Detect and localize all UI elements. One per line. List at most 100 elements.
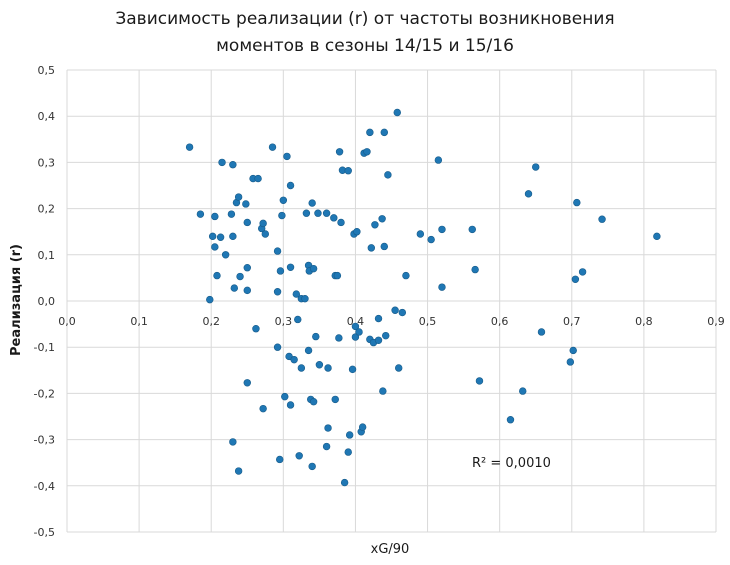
data-point: [273, 343, 282, 351]
data-point: [286, 263, 295, 271]
data-point: [229, 161, 237, 169]
y-tick-label: -0,3: [34, 434, 55, 447]
data-point: [471, 265, 479, 274]
data-point: [259, 404, 267, 413]
x-tick-label: 0,0: [58, 315, 76, 328]
data-point: [229, 438, 237, 446]
data-point: [335, 148, 344, 156]
data-point: [283, 152, 291, 161]
x-tick-label: 0,5: [419, 315, 437, 328]
data-point: [333, 271, 342, 280]
data-point: [273, 288, 282, 296]
data-point: [395, 364, 403, 372]
data-point: [374, 336, 383, 344]
chart-title-line-2: моментов в сезоны 14/15 и 15/16: [216, 36, 514, 56]
data-point: [348, 365, 357, 374]
data-point: [524, 190, 533, 198]
data-point: [221, 251, 230, 259]
data-point: [290, 355, 298, 364]
data-point: [335, 334, 343, 342]
data-point: [243, 264, 251, 272]
data-point: [402, 271, 410, 280]
y-tick-label: 0,3: [38, 156, 56, 169]
data-point: [337, 218, 345, 227]
data-point: [254, 174, 262, 183]
data-point: [279, 196, 288, 204]
data-point: [324, 364, 332, 372]
data-point: [345, 431, 354, 439]
data-point: [384, 171, 392, 179]
data-point: [532, 163, 540, 171]
data-point: [351, 333, 360, 341]
x-axis-title: xG/90: [371, 542, 410, 557]
data-point: [416, 230, 425, 238]
data-point: [301, 294, 309, 303]
data-point: [438, 283, 446, 291]
data-point: [344, 167, 352, 175]
data-point: [218, 158, 226, 167]
data-point: [344, 448, 352, 456]
data-point: [252, 325, 260, 333]
data-point: [351, 322, 360, 331]
x-tick-label: 0,3: [275, 315, 293, 328]
data-point: [519, 387, 527, 395]
data-point: [434, 156, 443, 164]
x-tick-label: 0,2: [202, 315, 220, 328]
data-point: [355, 328, 363, 336]
x-tick-label: 0,7: [563, 315, 581, 328]
data-point: [295, 452, 303, 460]
y-tick-label: -0,2: [34, 387, 55, 400]
data-point: [379, 387, 387, 395]
grid: [66, 69, 717, 533]
data-point: [358, 423, 367, 431]
data-point: [573, 198, 581, 207]
x-tick-label: 0,1: [130, 315, 148, 328]
data-point: [322, 442, 331, 451]
y-tick-label: 0,2: [38, 203, 56, 216]
data-point: [281, 392, 289, 401]
data-point: [230, 284, 238, 292]
data-point: [242, 200, 250, 208]
data-point: [309, 398, 318, 406]
data-point: [243, 379, 251, 387]
y-tick-label: 0,5: [38, 64, 56, 77]
data-point: [371, 221, 379, 229]
chart-title-line-1: Зависимость реализации (r) от частоты во…: [115, 9, 615, 29]
data-point: [468, 225, 476, 234]
y-tick-label: -0,1: [34, 341, 55, 354]
data-point: [315, 361, 324, 369]
data-point: [213, 271, 221, 280]
data-point: [569, 346, 577, 355]
data-point: [308, 199, 316, 207]
data-point: [322, 209, 331, 217]
y-tick-label: 0,0: [38, 295, 56, 308]
data-point: [363, 148, 371, 156]
data-point: [566, 358, 575, 366]
data-point: [208, 232, 217, 241]
data-point: [380, 128, 388, 137]
data-point: [286, 181, 295, 190]
data-point: [367, 244, 376, 252]
data-point: [211, 243, 219, 251]
data-point: [353, 228, 361, 236]
data-point: [382, 331, 390, 340]
data-point: [308, 462, 316, 471]
y-tick-label: 0,4: [38, 110, 56, 123]
x-tick-label: 0,9: [707, 315, 725, 328]
data-point: [196, 210, 205, 218]
y-tick-label: -0,4: [34, 480, 55, 493]
chart-title: Зависимость реализации (r) от частоты во…: [0, 6, 730, 60]
data-point: [261, 230, 270, 238]
data-point: [276, 267, 285, 275]
data-point: [304, 346, 313, 355]
data-point: [427, 235, 435, 244]
data-point: [211, 212, 219, 221]
data-point: [206, 295, 214, 304]
data-point: [227, 210, 236, 218]
data-point: [276, 455, 284, 464]
y-tick-label: 0,1: [38, 249, 56, 262]
data-point: [243, 218, 251, 227]
data-point: [314, 209, 322, 217]
data-point: [578, 268, 587, 276]
